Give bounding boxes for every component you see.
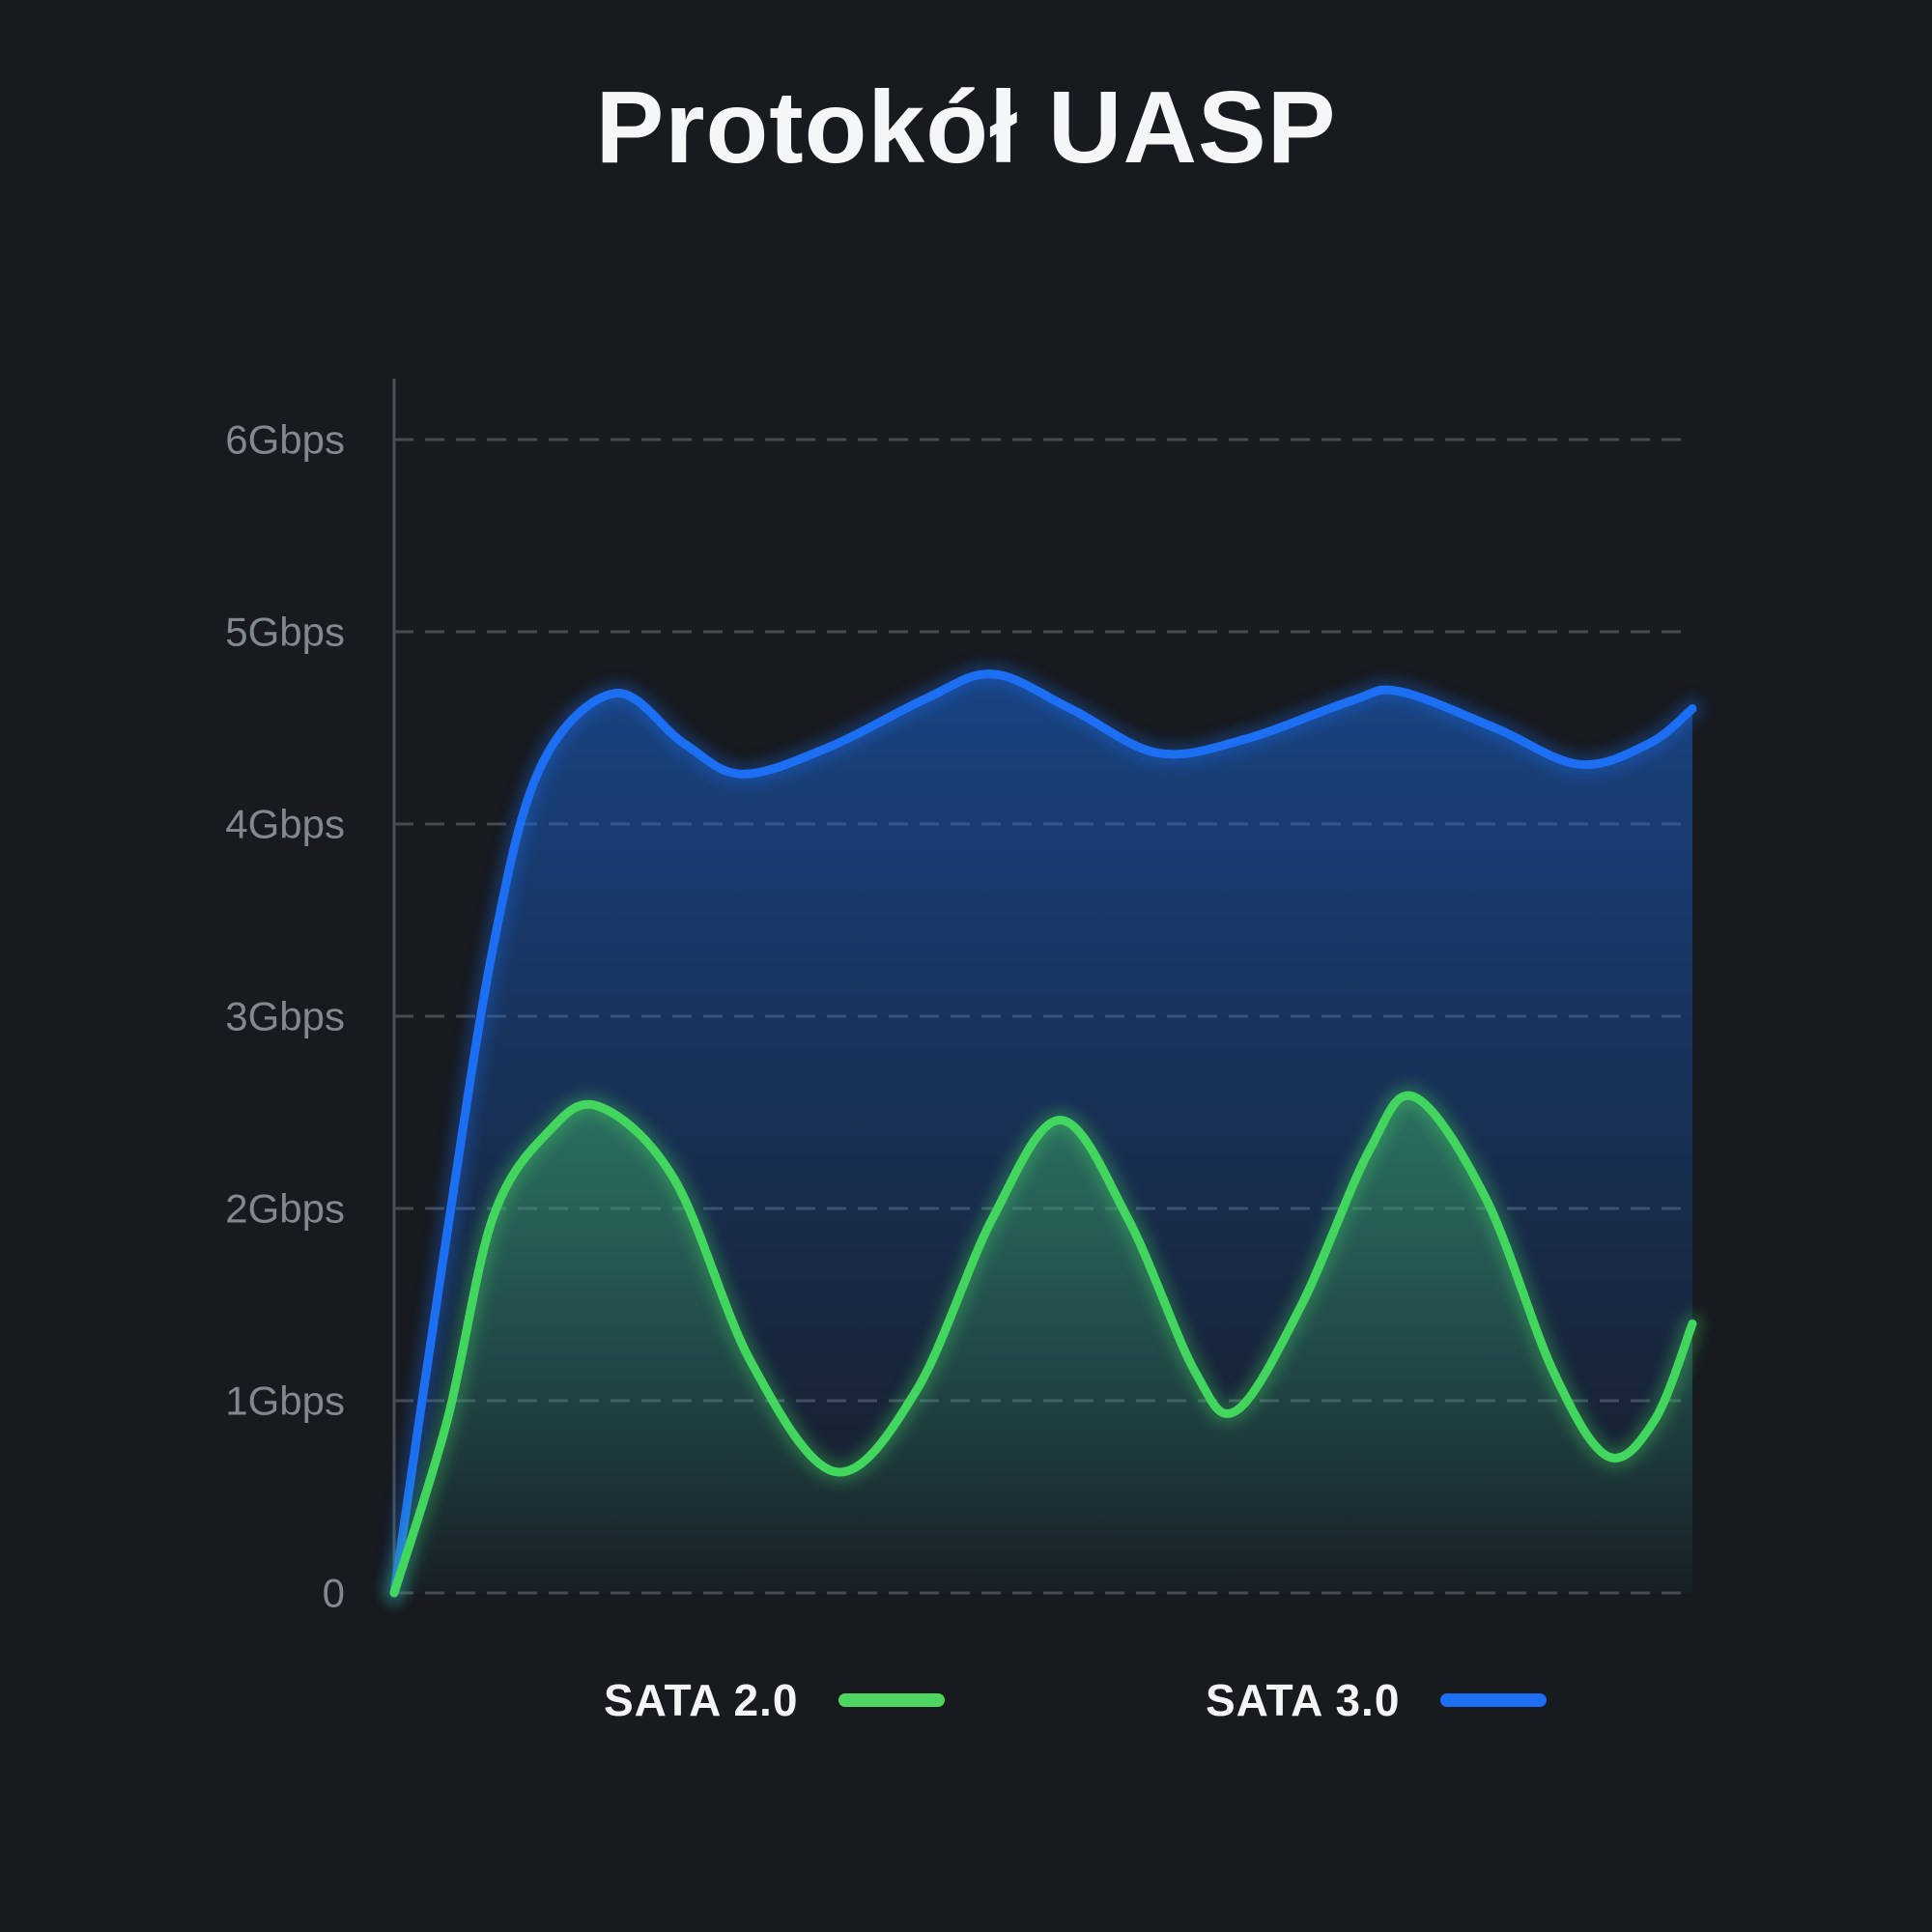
page-title: Protokół UASP <box>595 71 1337 185</box>
y-axis-tick-label: 5Gbps <box>225 610 345 655</box>
legend-label-sata-3: SATA 3.0 <box>1206 1675 1401 1725</box>
legend-swatch-green-line <box>838 1693 946 1707</box>
y-axis-tick-label: 1Gbps <box>225 1378 345 1424</box>
sata-2-0-area <box>394 1095 1692 1593</box>
legend-label-sata-2: SATA 2.0 <box>604 1675 799 1725</box>
legend-item-sata-3: SATA 3.0 <box>1206 1674 1548 1726</box>
sata-3-0-line <box>389 669 1697 1598</box>
legend-swatch-blue-line <box>1440 1693 1548 1707</box>
y-axis-tick-label: 3Gbps <box>225 994 345 1039</box>
y-axis-tick-label: 6Gbps <box>225 417 345 463</box>
y-axis-tick-label: 2Gbps <box>225 1186 345 1232</box>
legend-item-sata-2: SATA 2.0 <box>604 1674 946 1726</box>
sata-2-0-line <box>389 1091 1697 1598</box>
y-axis-tick-label: 0 <box>323 1571 345 1616</box>
y-axis-tick-label: 4Gbps <box>225 802 345 847</box>
